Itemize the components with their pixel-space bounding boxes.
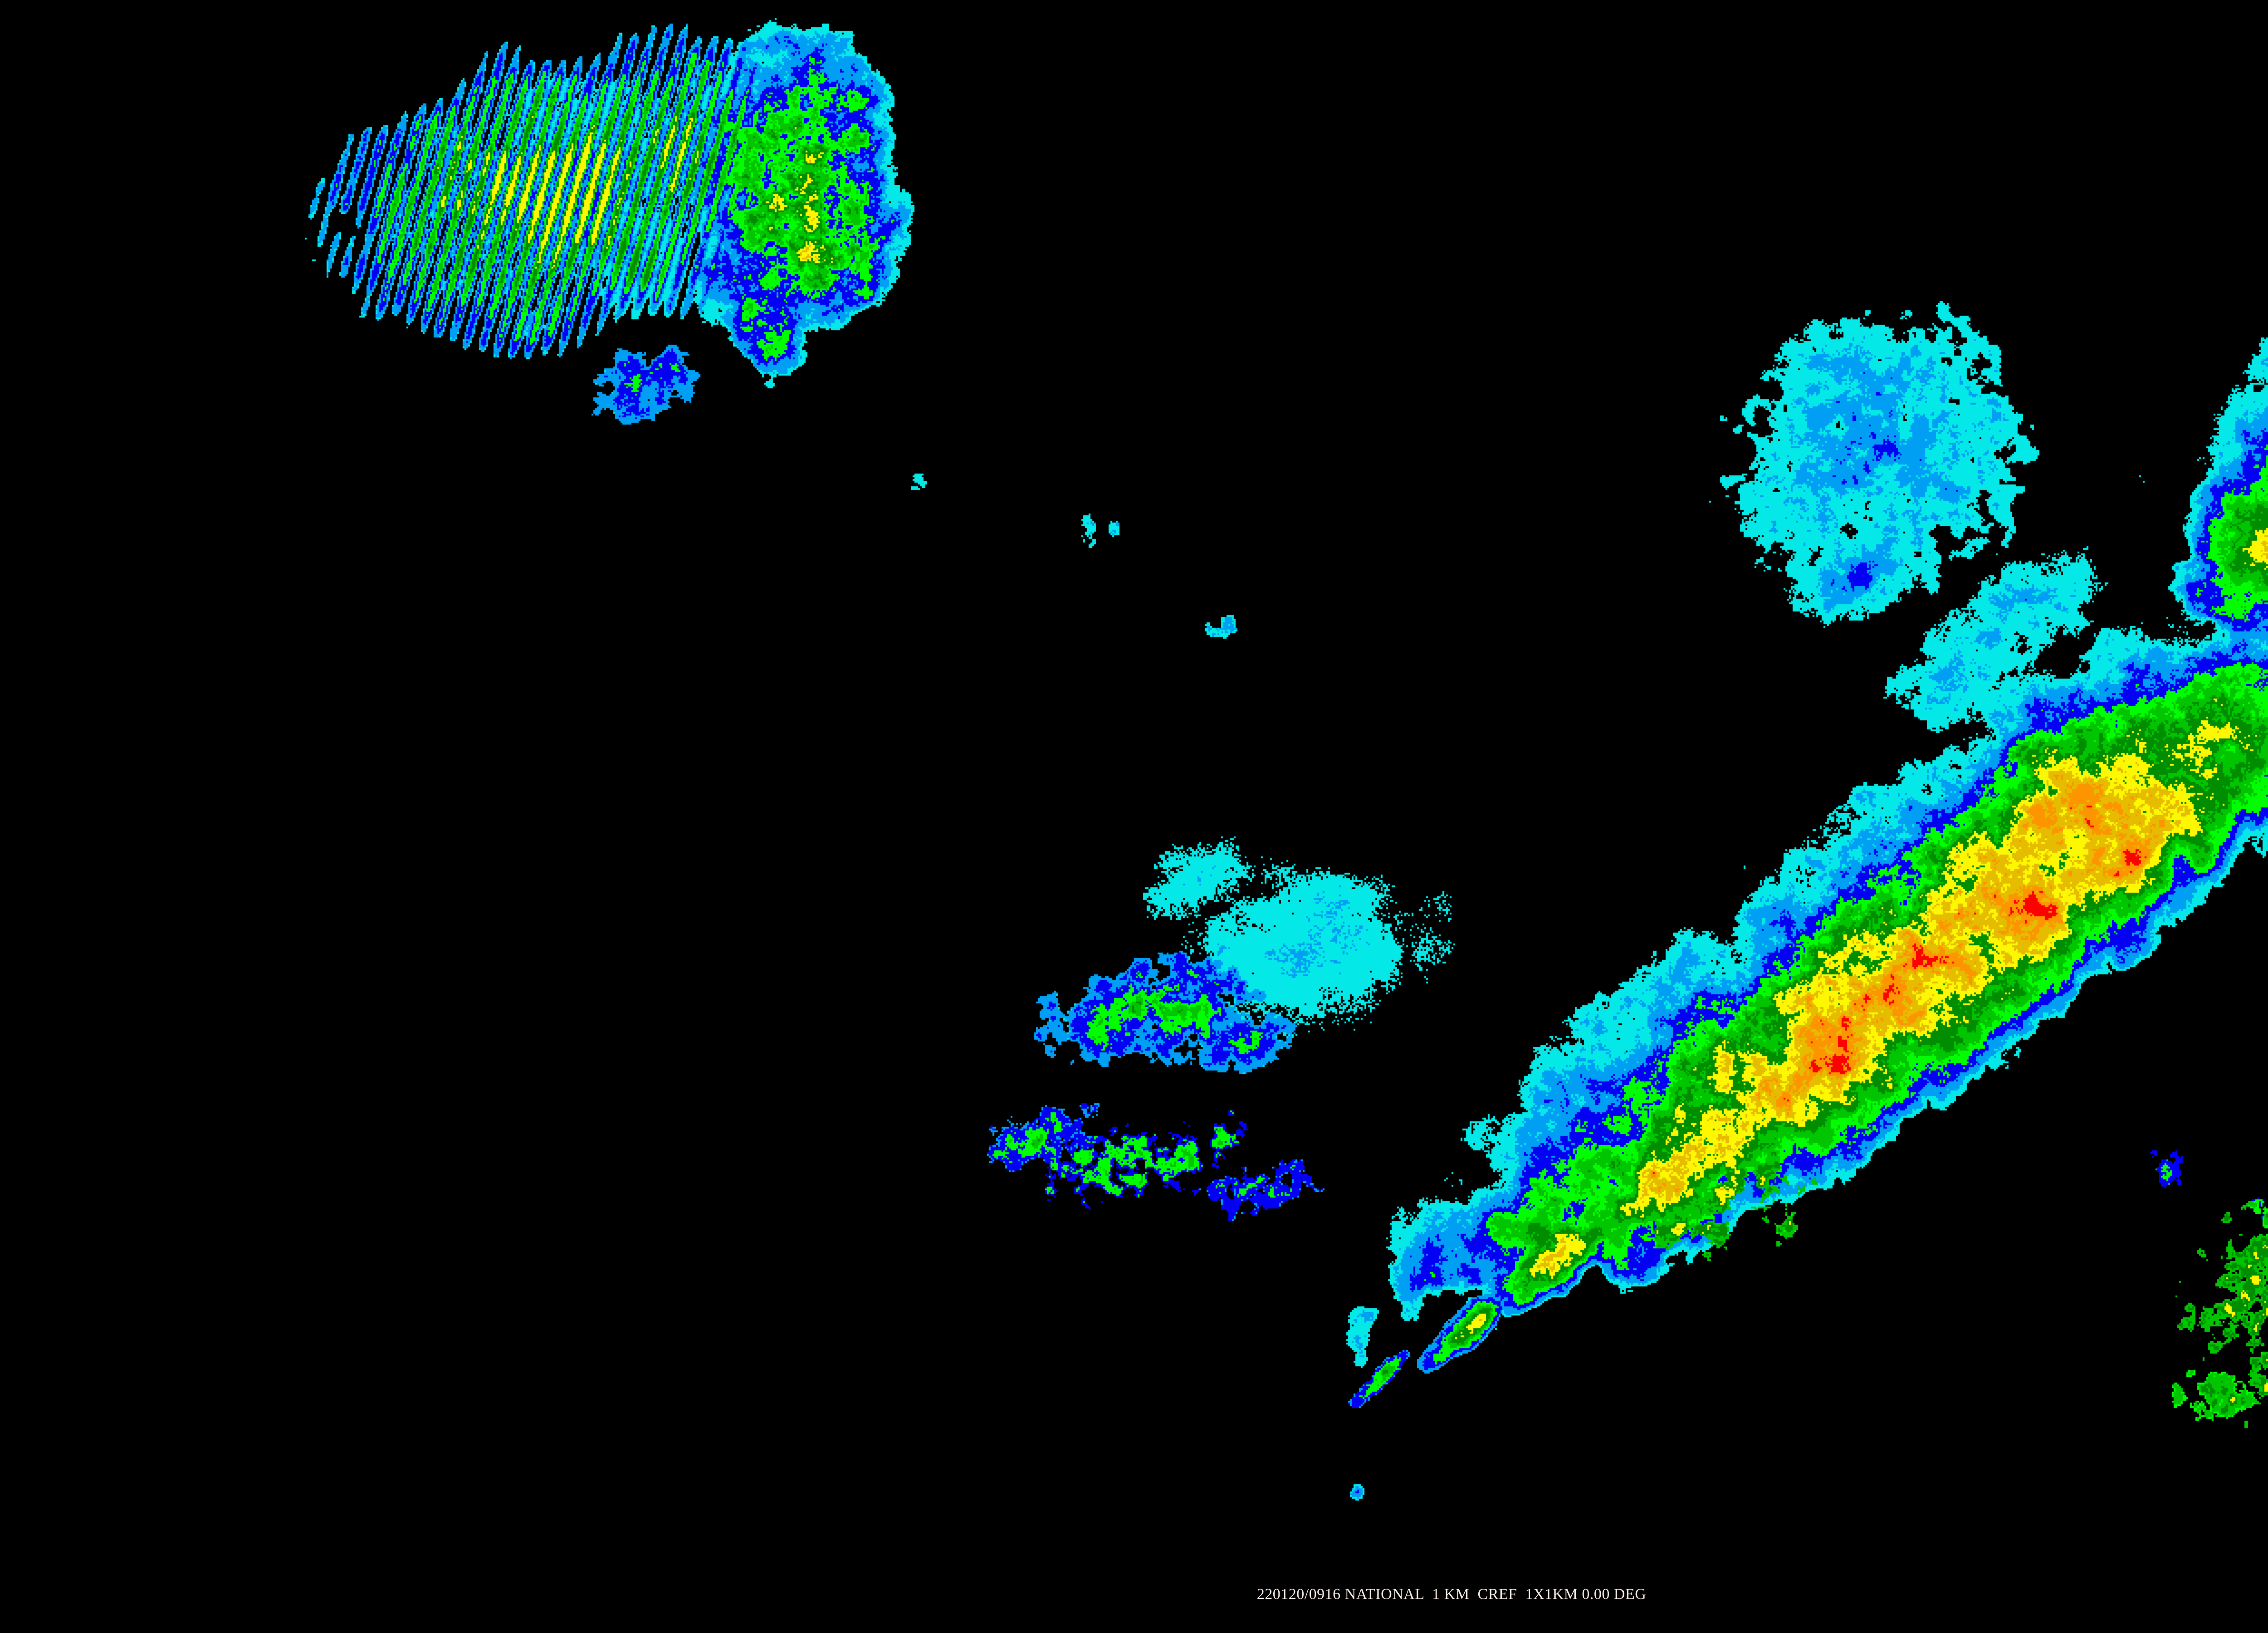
radar-mosaic-app: 220120/0916 NATIONAL 1 KM CREF 1X1KM 0.0… bbox=[0, 0, 2268, 1633]
radar-reflectivity-canvas bbox=[0, 0, 2268, 1633]
